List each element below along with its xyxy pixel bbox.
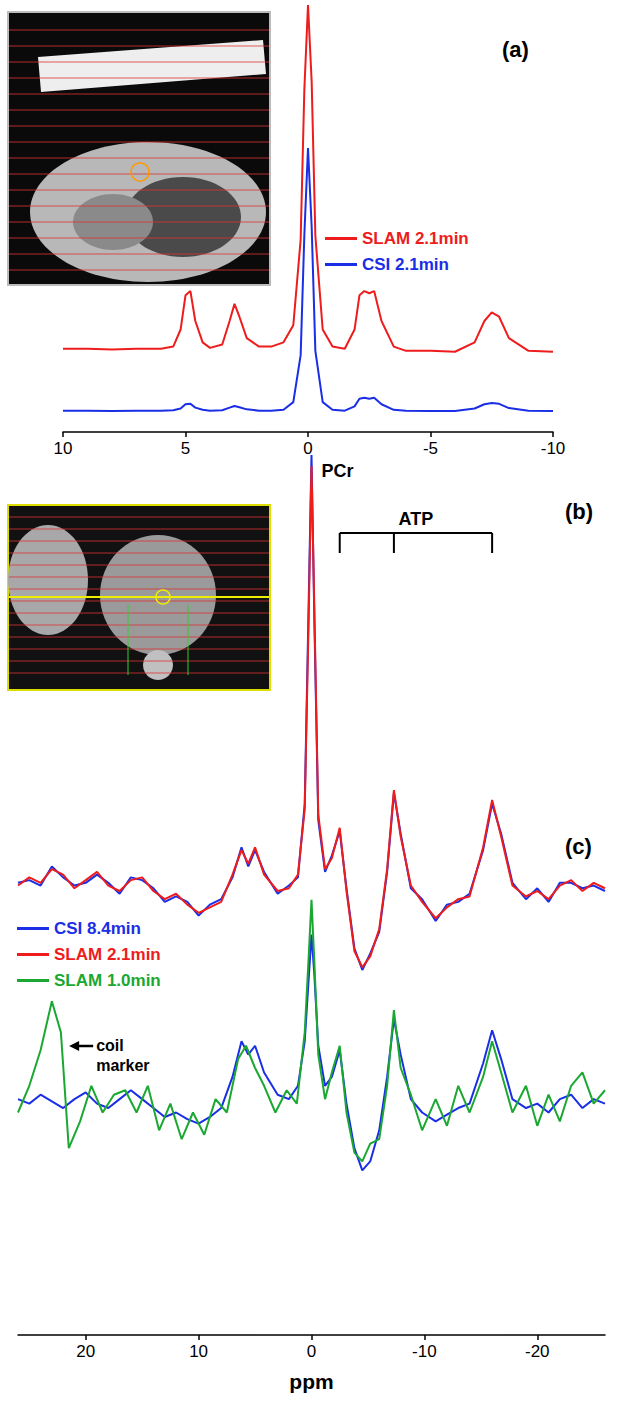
svg-text:marker: marker <box>96 1057 149 1074</box>
svg-text:ppm: ppm <box>289 1370 333 1393</box>
svg-text:coil: coil <box>96 1037 124 1054</box>
svg-text:-20: -20 <box>525 1342 550 1361</box>
svg-text:(a): (a) <box>502 37 529 62</box>
svg-text:(b): (b) <box>565 499 593 524</box>
svg-text:SLAM 2.1min: SLAM 2.1min <box>362 229 469 248</box>
svg-text:CSI 8.4min: CSI 8.4min <box>54 919 141 938</box>
svg-text:SLAM 2.1min: SLAM 2.1min <box>54 945 161 964</box>
svg-text:SLAM 1.0min: SLAM 1.0min <box>54 971 161 990</box>
svg-text:20: 20 <box>76 1342 95 1361</box>
svg-text:(c): (c) <box>565 834 592 859</box>
svg-text:ATP: ATP <box>399 509 434 529</box>
svg-text:10: 10 <box>54 439 73 458</box>
svg-text:PCr: PCr <box>322 461 354 481</box>
svg-text:0: 0 <box>307 1342 316 1361</box>
svg-text:5: 5 <box>181 439 190 458</box>
svg-text:-10: -10 <box>412 1342 437 1361</box>
svg-text:10: 10 <box>189 1342 208 1361</box>
svg-text:-5: -5 <box>423 439 438 458</box>
svg-text:0: 0 <box>303 439 313 458</box>
svg-text:-10: -10 <box>541 439 566 458</box>
svg-text:CSI 2.1min: CSI 2.1min <box>362 255 449 274</box>
